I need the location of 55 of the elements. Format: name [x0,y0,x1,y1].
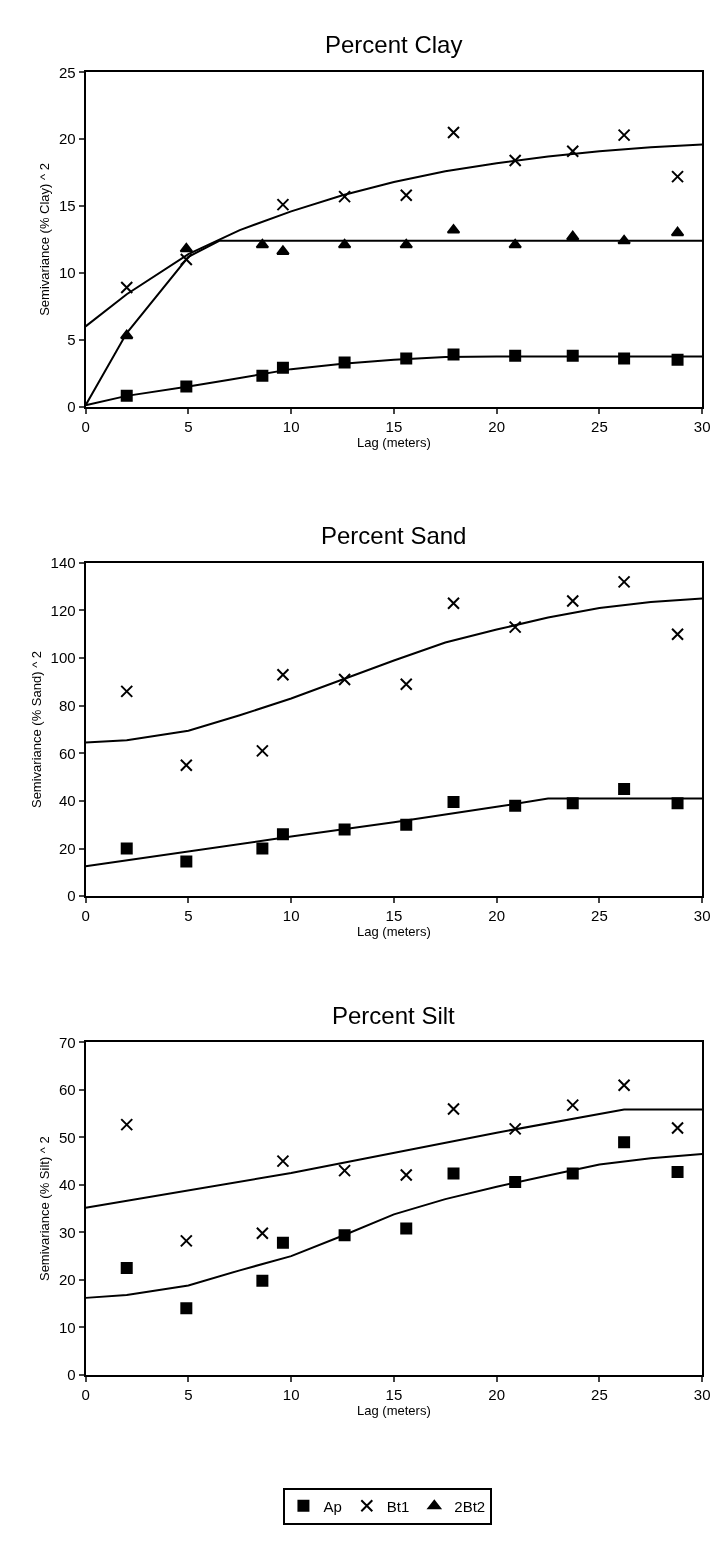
x-tick-label: 25 [591,1385,608,1403]
legend-label: 2Bt2 [454,1497,486,1515]
x-tick-label: 5 [184,1385,193,1403]
y-tick-label: 20 [58,839,76,857]
y-tick-label: 0 [67,1366,76,1384]
y-tick-label: 60 [58,1081,76,1099]
y-tick-label: 0 [67,397,76,415]
y-tick-label: 50 [58,1128,76,1146]
x-tick-label: 10 [282,907,300,925]
y-axis-title: Semivariance (% Sand) ^ 2 [29,650,45,809]
y-tick-label: 20 [58,1271,76,1289]
y-tick-label: 70 [58,1033,76,1051]
x-tick-label: 20 [488,907,506,925]
y-tick-label: 20 [58,130,76,148]
y-tick-label: 40 [58,792,76,810]
chart-title: Percent Silt [332,1002,456,1029]
x-tick-label: 20 [488,417,506,435]
y-tick-label: 60 [58,744,76,762]
y-axis-title: Semivariance (% Silt) ^ 2 [37,1136,53,1282]
legend-label: Ap [323,1497,342,1515]
x-tick-label: 30 [693,1385,711,1403]
chart-title: Percent Clay [325,31,463,58]
y-tick-label: 5 [67,330,76,348]
x-axis-title: Lag (meters) [357,924,431,940]
chart-title: Percent Sand [321,522,467,549]
x-tick-label: 5 [184,907,193,925]
y-tick-label: 120 [50,601,76,619]
y-tick-label: 40 [58,1176,76,1194]
x-tick-label: 25 [591,417,608,435]
x-tick-label: 5 [184,417,193,435]
y-tick-label: 30 [58,1223,76,1241]
x-tick-label: 15 [385,907,403,925]
x-axis-title: Lag (meters) [357,434,431,450]
legend-label: Bt1 [386,1497,410,1515]
y-axis-title: Semivariance (% Clay) ^ 2 [37,163,53,316]
y-tick-label: 0 [67,887,76,905]
y-tick-label: 140 [50,554,76,572]
y-tick-label: 10 [58,1318,76,1336]
x-tick-label: 10 [282,417,300,435]
x-tick-label: 0 [81,1385,90,1403]
x-axis-title: Lag (meters) [357,1402,431,1418]
y-tick-label: 25 [58,63,76,81]
x-tick-label: 20 [488,1385,506,1403]
y-tick-label: 10 [58,264,76,282]
x-tick-label: 25 [591,907,608,925]
x-tick-label: 30 [693,417,711,435]
x-tick-label: 0 [81,907,90,925]
y-tick-label: 80 [58,696,76,714]
x-tick-label: 30 [693,907,711,925]
x-tick-label: 0 [81,417,90,435]
x-tick-label: 15 [385,1385,403,1403]
y-tick-label: 15 [58,197,76,215]
x-tick-label: 10 [282,1385,300,1403]
y-tick-label: 100 [50,649,76,667]
x-tick-label: 15 [385,417,403,435]
